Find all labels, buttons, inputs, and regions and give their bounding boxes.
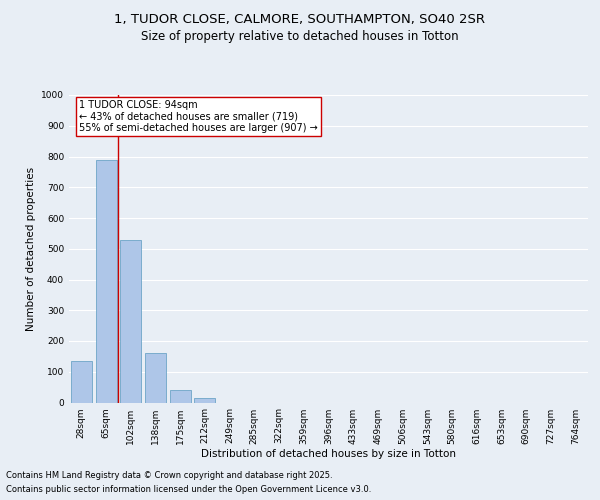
Text: 1, TUDOR CLOSE, CALMORE, SOUTHAMPTON, SO40 2SR: 1, TUDOR CLOSE, CALMORE, SOUTHAMPTON, SO… (115, 12, 485, 26)
Y-axis label: Number of detached properties: Number of detached properties (26, 166, 35, 331)
Text: Size of property relative to detached houses in Totton: Size of property relative to detached ho… (141, 30, 459, 43)
Bar (194, 398, 215, 402)
Text: 1 TUDOR CLOSE: 94sqm
← 43% of detached houses are smaller (719)
55% of semi-deta: 1 TUDOR CLOSE: 94sqm ← 43% of detached h… (79, 100, 318, 133)
Bar (120, 240, 141, 402)
X-axis label: Distribution of detached houses by size in Totton: Distribution of detached houses by size … (201, 450, 456, 460)
Text: Contains public sector information licensed under the Open Government Licence v3: Contains public sector information licen… (6, 485, 371, 494)
Bar (95, 160, 116, 402)
Bar (145, 354, 166, 403)
Text: Contains HM Land Registry data © Crown copyright and database right 2025.: Contains HM Land Registry data © Crown c… (6, 471, 332, 480)
Bar (170, 390, 191, 402)
Bar (71, 361, 92, 403)
